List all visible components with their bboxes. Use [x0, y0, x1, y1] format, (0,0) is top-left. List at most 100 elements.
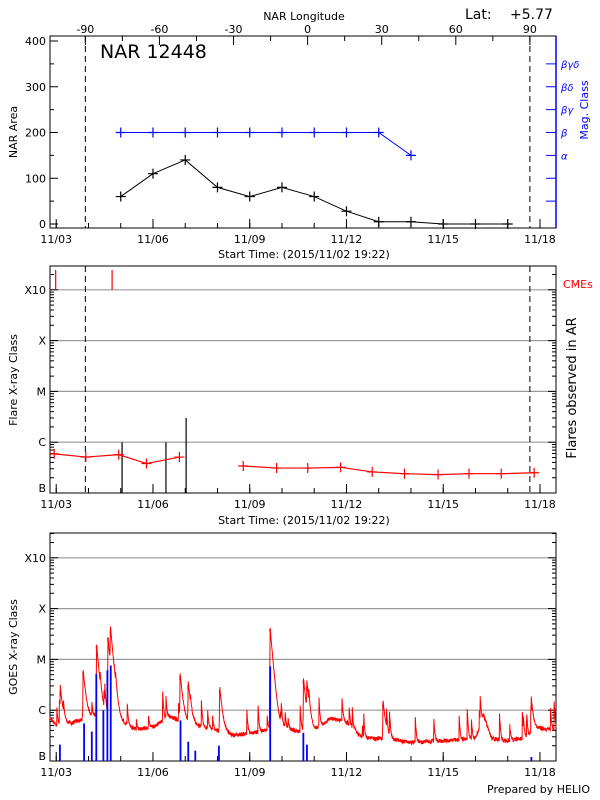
flare-class-point — [367, 466, 378, 477]
mag-class-label: β — [560, 129, 568, 140]
flare-class-point — [271, 463, 282, 474]
y-tick-label: 0 — [39, 218, 46, 231]
nar-area-point — [212, 182, 223, 193]
goes-short-channel-bar — [269, 666, 272, 761]
y-tick-label-x10: X10 — [24, 284, 46, 297]
goes-short-channel-bar — [306, 744, 308, 761]
top-axis-title: NAR Longitude — [263, 10, 345, 23]
panel3-ylabel: GOES X-ray Class — [7, 599, 20, 695]
x-tick-label: 11/18 — [524, 766, 556, 779]
x-tick-label: 11/12 — [331, 766, 363, 779]
panel2-ylabel: Flare X-ray Class — [7, 334, 20, 426]
longitude-tick-label: 60 — [449, 23, 463, 36]
y-tick-label: 400 — [25, 35, 46, 48]
mag-class-point — [244, 127, 255, 138]
flare-class-line — [54, 453, 180, 465]
x-tick-label: 11/09 — [234, 766, 266, 779]
x-tick-label: 11/03 — [40, 498, 72, 511]
goes-short-channel-bar — [102, 710, 105, 761]
goes-short-channel-bar — [59, 744, 61, 761]
flare-class-point — [238, 461, 249, 472]
mag-class-point — [341, 127, 352, 138]
panel2-y2label: Flares observed in AR — [565, 317, 580, 458]
y-tick-label: 100 — [25, 172, 46, 185]
panel1-y2label: Mag. Class — [578, 80, 591, 139]
nar-area-point — [309, 191, 320, 202]
nar-area-point — [405, 216, 416, 227]
y-tick-label-m: M — [37, 653, 47, 666]
mag-class-point — [309, 127, 320, 138]
goes-short-channel-bar — [83, 723, 85, 761]
goes-short-channel-bar — [187, 741, 190, 761]
y-tick-label-b: B — [38, 750, 46, 763]
longitude-tick-label: 30 — [375, 23, 389, 36]
longitude-tick-label: -30 — [225, 23, 243, 36]
goes-short-channel-bar — [530, 756, 533, 761]
goes-long-channel-line — [49, 626, 557, 746]
mag-class-point — [115, 127, 126, 138]
longitude-tick-label: -90 — [76, 23, 94, 36]
nar-area-point — [438, 219, 449, 229]
y-tick-label-x: X — [38, 335, 46, 348]
x-tick-label: 11/12 — [331, 498, 363, 511]
mag-class-point — [276, 127, 287, 138]
flare-class-point — [496, 468, 507, 479]
cme-label: CMEs — [563, 278, 593, 291]
nar-area-point — [147, 168, 158, 179]
goes-short-channel-bar — [90, 731, 93, 761]
goes-short-channel-bar — [95, 673, 98, 761]
y-tick-label: 200 — [25, 127, 46, 140]
mag-class-label: α — [561, 151, 568, 162]
flare-class-point — [433, 469, 444, 480]
prepared-by-label: Prepared by HELIO — [487, 783, 590, 796]
flare-class-point — [141, 458, 152, 469]
goes-short-channel-bar — [302, 732, 305, 761]
lat-value: +5.77 — [510, 7, 553, 23]
x-tick-label: 11/15 — [427, 766, 459, 779]
mag-class-line — [120, 132, 412, 156]
x-tick-label: 11/06 — [137, 498, 169, 511]
flare-class-point — [302, 463, 313, 474]
y-tick-label-x10: X10 — [24, 552, 46, 565]
x-tick-label: 11/18 — [524, 233, 556, 246]
lat-label: Lat: — [465, 7, 492, 23]
nar-area-point — [341, 206, 352, 217]
panel1-ylabel: NAR Area — [7, 106, 20, 158]
nar-area-point — [470, 219, 481, 229]
x-tick-label: 11/18 — [524, 498, 556, 511]
panel2-frame — [49, 265, 557, 494]
longitude-tick-label: -60 — [150, 23, 168, 36]
x-tick-label: 11/09 — [234, 233, 266, 246]
flare-class-point — [80, 452, 91, 463]
mag-class-point — [405, 150, 416, 161]
flare-class-point — [335, 462, 346, 473]
nar-area-point — [180, 154, 191, 165]
x-tick-label: 11/15 — [427, 233, 459, 246]
x-tick-label: 11/03 — [40, 233, 72, 246]
goes-short-channel-bar — [109, 665, 112, 761]
y-tick-label-x: X — [38, 603, 46, 616]
mag-class-point — [180, 127, 191, 138]
goes-short-channel-bar — [106, 670, 109, 761]
panel1-xlabel: Start Time: (2015/11/02 19:22) — [218, 248, 390, 261]
nar-area-point — [276, 182, 287, 193]
mag-class-point — [147, 127, 158, 138]
flare-class-point — [174, 452, 185, 463]
x-tick-label: 11/03 — [40, 766, 72, 779]
panel1-title: NAR 12448 — [100, 41, 207, 63]
goes-short-channel-bar — [194, 750, 197, 761]
y-tick-label: 300 — [25, 81, 46, 94]
x-tick-label: 11/09 — [234, 498, 266, 511]
flare-class-point — [49, 448, 60, 459]
nar-area-point — [244, 191, 255, 202]
goes-short-channel-bar — [218, 745, 220, 761]
mag-class-label: βγ — [560, 106, 574, 117]
longitude-tick-label: 0 — [304, 23, 311, 36]
x-tick-label: 11/06 — [137, 766, 169, 779]
flare-class-line — [243, 465, 535, 476]
panel2-xlabel: Start Time: (2015/11/02 19:22) — [218, 514, 390, 527]
flare-class-point — [399, 468, 410, 479]
y-tick-label-c: C — [38, 436, 46, 449]
mag-class-label: βγδ — [560, 60, 579, 71]
